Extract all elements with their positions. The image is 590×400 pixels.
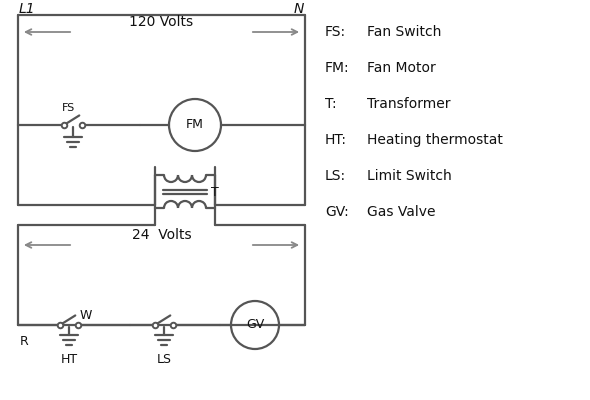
- Text: HT: HT: [60, 353, 77, 366]
- Text: T: T: [211, 186, 219, 198]
- Text: GV:: GV:: [325, 205, 349, 219]
- Text: R: R: [20, 335, 29, 348]
- Text: Gas Valve: Gas Valve: [367, 205, 435, 219]
- Text: Limit Switch: Limit Switch: [367, 169, 452, 183]
- Text: Fan Motor: Fan Motor: [367, 61, 436, 75]
- Text: HT:: HT:: [325, 133, 347, 147]
- Text: W: W: [80, 309, 93, 322]
- Text: Fan Switch: Fan Switch: [367, 25, 441, 39]
- Text: LS:: LS:: [325, 169, 346, 183]
- Text: FS:: FS:: [325, 25, 346, 39]
- Text: T:: T:: [325, 97, 337, 111]
- Text: Heating thermostat: Heating thermostat: [367, 133, 503, 147]
- Text: 120 Volts: 120 Volts: [129, 15, 194, 29]
- Text: FS: FS: [62, 103, 76, 113]
- Text: FM:: FM:: [325, 61, 350, 75]
- Text: LS: LS: [156, 353, 172, 366]
- Text: Transformer: Transformer: [367, 97, 451, 111]
- Text: 24  Volts: 24 Volts: [132, 228, 191, 242]
- Text: FM: FM: [186, 118, 204, 132]
- Text: N: N: [294, 2, 304, 16]
- Text: GV: GV: [246, 318, 264, 332]
- Text: L1: L1: [19, 2, 35, 16]
